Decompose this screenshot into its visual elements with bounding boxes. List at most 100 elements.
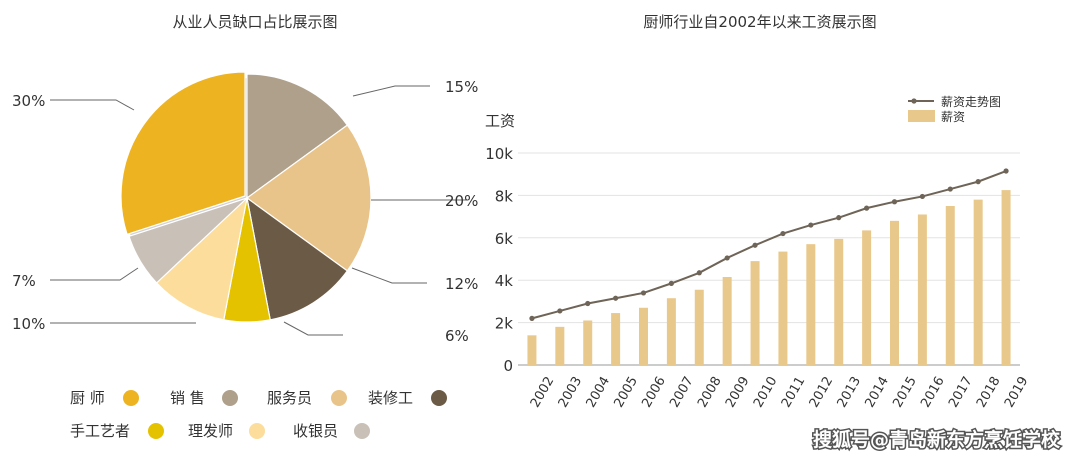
pie-chart-title: 从业人员缺口占比展示图: [172, 13, 337, 31]
pie-slices: [120, 71, 372, 323]
bar: [778, 251, 788, 365]
trend-line-point: [947, 186, 953, 192]
pie-legend-label: 厨 师: [70, 389, 105, 407]
x-tick-label: 2006: [639, 374, 669, 410]
pie-callout-line: [283, 321, 343, 336]
bar: [722, 277, 732, 365]
pie-value-label: 20%: [445, 192, 478, 210]
pie-legend-swatch: [148, 423, 164, 439]
x-tick-label: 2015: [890, 374, 920, 410]
trend-line-path: [531, 170, 1007, 320]
x-tick-label: 2017: [946, 374, 976, 410]
pie-slice: [128, 197, 248, 284]
pie-value-label: 12%: [445, 275, 478, 293]
pie-legend-swatch: [431, 390, 447, 406]
y-tick-labels: 0 2k 4k 6k 8k 10k: [485, 145, 513, 375]
pie-callout-line: [351, 267, 427, 284]
pie-legend-label: 服务员: [267, 389, 312, 407]
x-tick-label: 2003: [556, 374, 586, 410]
pie-legend-label: 手工艺者: [70, 422, 130, 440]
line-bar-chart-title: 厨师行业自2002年以来工资展示图: [643, 13, 876, 31]
x-tick-label: 2019: [1002, 374, 1032, 410]
y-tick-label: 10k: [485, 145, 513, 163]
trend-line-point: [640, 290, 647, 296]
pie-value-label: 6%: [445, 327, 469, 345]
y-tick-label: 0: [503, 357, 513, 375]
x-tick-label: 2004: [584, 374, 614, 410]
legend-bar-swatch: [908, 110, 935, 122]
pie-value-label: 7%: [12, 272, 36, 290]
pie-legend-swatch: [354, 423, 370, 439]
trend-line: [529, 168, 1009, 321]
trend-line-point: [780, 230, 786, 237]
legend-bar-label: 薪资: [941, 110, 965, 124]
pie-slice: [245, 124, 372, 272]
trend-line-point: [613, 295, 619, 301]
legend-line-label: 薪资走势图: [941, 95, 1001, 109]
bar: [750, 261, 760, 365]
x-tick-label: 2009: [723, 374, 753, 410]
pie-value-label: 30%: [12, 92, 45, 110]
trend-line-point: [836, 215, 842, 221]
pie-legend-label: 装修工: [368, 389, 413, 407]
pie-slice: [246, 196, 349, 321]
y-tick-label: 4k: [495, 272, 514, 290]
x-tick-label: 2011: [779, 374, 809, 410]
trend-line-point: [919, 193, 925, 200]
pie-legend-swatch: [331, 390, 347, 406]
bar: [890, 220, 899, 365]
trend-line-point: [668, 280, 674, 286]
bar: [1001, 190, 1011, 365]
trend-line-point: [864, 205, 870, 211]
bar: [917, 214, 927, 365]
y-gridlines: [518, 152, 1020, 366]
y-tick-label: 8k: [495, 187, 514, 205]
bar: [834, 238, 844, 365]
pie-legend-swatch: [249, 423, 265, 439]
pie-slice: [155, 196, 248, 321]
x-tick-label: 2012: [807, 374, 837, 410]
pie-legend-label: 销 售: [170, 389, 205, 407]
bar: [555, 326, 565, 365]
trend-line-point: [585, 300, 591, 307]
pie-legend-swatch: [222, 390, 238, 406]
x-tick-label: 2010: [751, 374, 781, 410]
bar: [666, 298, 676, 365]
watermark-text: 搜狐号@青岛新东方烹饪学校: [813, 428, 1061, 451]
bar: [694, 289, 704, 365]
legend-line-marker: [911, 98, 917, 104]
bar: [806, 244, 816, 365]
trend-line-point: [696, 270, 702, 276]
bar: [862, 230, 872, 365]
trend-line-point: [975, 179, 981, 185]
x-tick-label: 2007: [667, 374, 697, 410]
pie-slice: [120, 71, 246, 236]
trend-line-point: [1003, 168, 1009, 174]
trend-line-point: [529, 315, 535, 321]
pie-callout-line: [352, 85, 430, 97]
x-tick-label: 2008: [695, 374, 725, 410]
y-tick-label: 6k: [495, 230, 514, 248]
x-tick-label: 2014: [862, 374, 892, 410]
x-tick-label: 2005: [611, 374, 641, 410]
trend-line-point: [891, 199, 898, 205]
y-axis-label: 工资: [485, 112, 515, 130]
pie-slice: [246, 73, 349, 200]
pie-value-label: 15%: [445, 78, 478, 96]
pie-callout-line: [50, 99, 135, 111]
bars: [527, 190, 1011, 365]
pie-value-label: 10%: [12, 315, 45, 333]
bar: [611, 313, 621, 365]
pie-legend-label: 理发师: [188, 422, 233, 440]
x-tick-label: 2002: [528, 374, 558, 410]
x-tick-label: 2013: [835, 374, 865, 410]
x-tick-label: 2018: [974, 374, 1004, 410]
trend-line-point: [808, 222, 814, 228]
bar: [583, 320, 593, 365]
pie-callouts: 15% 20% 12% 6% 10% 7% 30%: [12, 78, 478, 345]
trend-line-point: [752, 242, 758, 248]
bar: [639, 307, 648, 365]
